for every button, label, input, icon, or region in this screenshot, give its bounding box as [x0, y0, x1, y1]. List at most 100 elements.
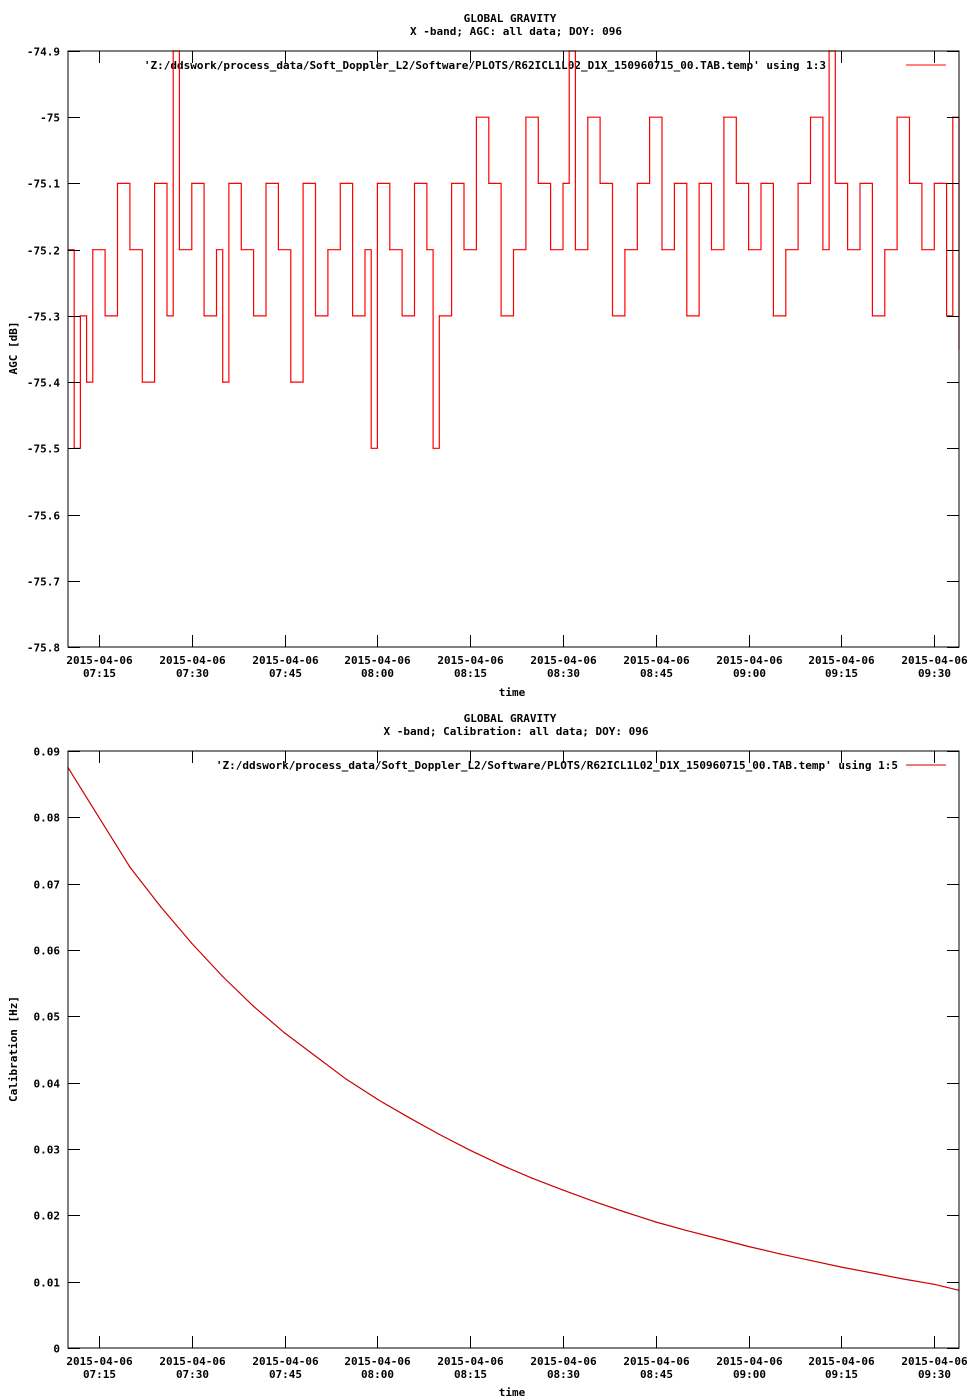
- data-point: [178, 249, 180, 251]
- x-tick-time: 09:15: [825, 667, 858, 680]
- y-tick-label: -75.4: [27, 377, 60, 390]
- x-tick-time: 08:15: [454, 667, 487, 680]
- x-tick-time: 07:15: [83, 667, 116, 680]
- data-point: [871, 1272, 874, 1274]
- x-tick-time: 07:45: [269, 667, 302, 680]
- y-axis-ticks: 0 0.01 0.02 0.03 0.04 0.05 0.06 0.07 0.08 0.09: [34, 746, 959, 1356]
- x-tick-time: 09:00: [733, 1368, 766, 1381]
- data-point: [611, 315, 614, 317]
- data-point: [717, 1237, 719, 1240]
- chart-subtitle: X -band; Calibration: all data; DOY: 096: [384, 725, 649, 738]
- y-tick-label: -75.5: [27, 443, 60, 456]
- y-tick-label: -75.1: [27, 178, 60, 191]
- data-point: [649, 116, 651, 118]
- data-point: [314, 315, 317, 317]
- y-tick-label: -75.6: [27, 510, 60, 523]
- data-point: [834, 182, 836, 184]
- y-tick-label: 0.06: [34, 945, 61, 958]
- data-point: [141, 381, 143, 383]
- data-point: [531, 1177, 533, 1179]
- x-axis-ticks: 2015-04-0607:152015-04-0607:302015-04-06…: [66, 51, 968, 680]
- data-point: [500, 315, 502, 317]
- x-tick-date: 2015-04-06: [716, 654, 783, 667]
- x-tick-date: 2015-04-06: [66, 1355, 133, 1368]
- x-tick-date: 2015-04-06: [901, 1355, 968, 1368]
- x-tick-date: 2015-04-06: [252, 654, 319, 667]
- data-point: [129, 249, 131, 251]
- data-point: [946, 315, 948, 317]
- y-tick-label: -74.9: [27, 46, 60, 59]
- data-point: [129, 866, 131, 868]
- data-point: [364, 249, 366, 251]
- data-point: [451, 182, 453, 184]
- data-point: [253, 315, 255, 317]
- x-tick-time: 09:15: [825, 1368, 858, 1381]
- data-point: [587, 116, 589, 118]
- data-point: [469, 1149, 471, 1151]
- x-tick-date: 2015-04-06: [344, 654, 411, 667]
- x-tick-date: 2015-04-06: [901, 654, 968, 667]
- data-point: [624, 1211, 626, 1213]
- data-point: [413, 182, 416, 184]
- data-point: [438, 1133, 440, 1135]
- data-point: [79, 315, 81, 317]
- y-tick-label: -75.7: [27, 576, 60, 589]
- legend-label: 'Z:/ddswork/process_data/Soft_Doppler_L2…: [144, 59, 826, 72]
- data-point: [302, 182, 304, 184]
- data-point: [921, 249, 923, 251]
- data-point: [432, 447, 434, 449]
- data-point: [822, 249, 824, 251]
- legend-label: 'Z:/ddswork/process_data/Soft_Doppler_L2…: [216, 759, 898, 772]
- data-point: [772, 315, 775, 317]
- data-point: [92, 249, 94, 251]
- data-point: [222, 975, 224, 978]
- x-tick-time: 08:15: [454, 1368, 487, 1381]
- x-tick-date: 2015-04-06: [437, 1355, 504, 1368]
- x-tick-date: 2015-04-06: [716, 1355, 783, 1368]
- data-point: [673, 182, 676, 184]
- data-point: [809, 116, 812, 118]
- chart-title: GLOBAL GRAVITY: [464, 712, 557, 725]
- x-tick-time: 07:30: [176, 1368, 209, 1381]
- data-point: [624, 249, 626, 251]
- x-tick-date: 2015-04-06: [530, 654, 597, 667]
- x-tick-time: 08:45: [640, 1368, 673, 1381]
- data-point: [574, 249, 577, 251]
- agc-chart: GLOBAL GRAVITY X -band; AGC: all data; D…: [7, 12, 968, 699]
- data-point: [407, 1116, 409, 1118]
- data-point: [525, 116, 527, 118]
- data-point: [426, 249, 428, 251]
- data-point: [933, 1283, 935, 1285]
- data-point: [160, 906, 162, 908]
- data-point: [215, 249, 218, 251]
- x-tick-time: 08:45: [640, 667, 673, 680]
- data-point: [228, 182, 230, 184]
- x-tick-date: 2015-04-06: [808, 654, 875, 667]
- data-point: [339, 182, 341, 184]
- y-tick-label: -75.2: [27, 245, 60, 258]
- x-tick-time: 07:15: [83, 1368, 116, 1381]
- x-tick-time: 08:00: [361, 667, 394, 680]
- data-point: [222, 381, 224, 383]
- chart-title: GLOBAL GRAVITY: [464, 12, 557, 25]
- data-point: [748, 1245, 750, 1248]
- x-tick-time: 08:00: [361, 1368, 394, 1381]
- data-point: [599, 182, 601, 184]
- data-point: [512, 249, 515, 251]
- data-point: [154, 182, 156, 184]
- x-tick-date: 2015-04-06: [344, 1355, 411, 1368]
- x-tick-date: 2015-04-06: [252, 1355, 319, 1368]
- data-point: [265, 182, 267, 184]
- x-tick-date: 2015-04-06: [159, 654, 226, 667]
- y-tick-label: -75.3: [27, 311, 60, 324]
- y-tick-label: 0.05: [34, 1011, 61, 1024]
- data-point: [203, 315, 205, 317]
- data-point: [86, 381, 88, 383]
- data-point: [253, 1005, 255, 1008]
- data-point: [562, 1189, 564, 1191]
- data-point: [314, 1055, 317, 1057]
- data-point: [735, 182, 737, 184]
- data-point: [686, 1230, 688, 1232]
- data-point: [290, 381, 292, 383]
